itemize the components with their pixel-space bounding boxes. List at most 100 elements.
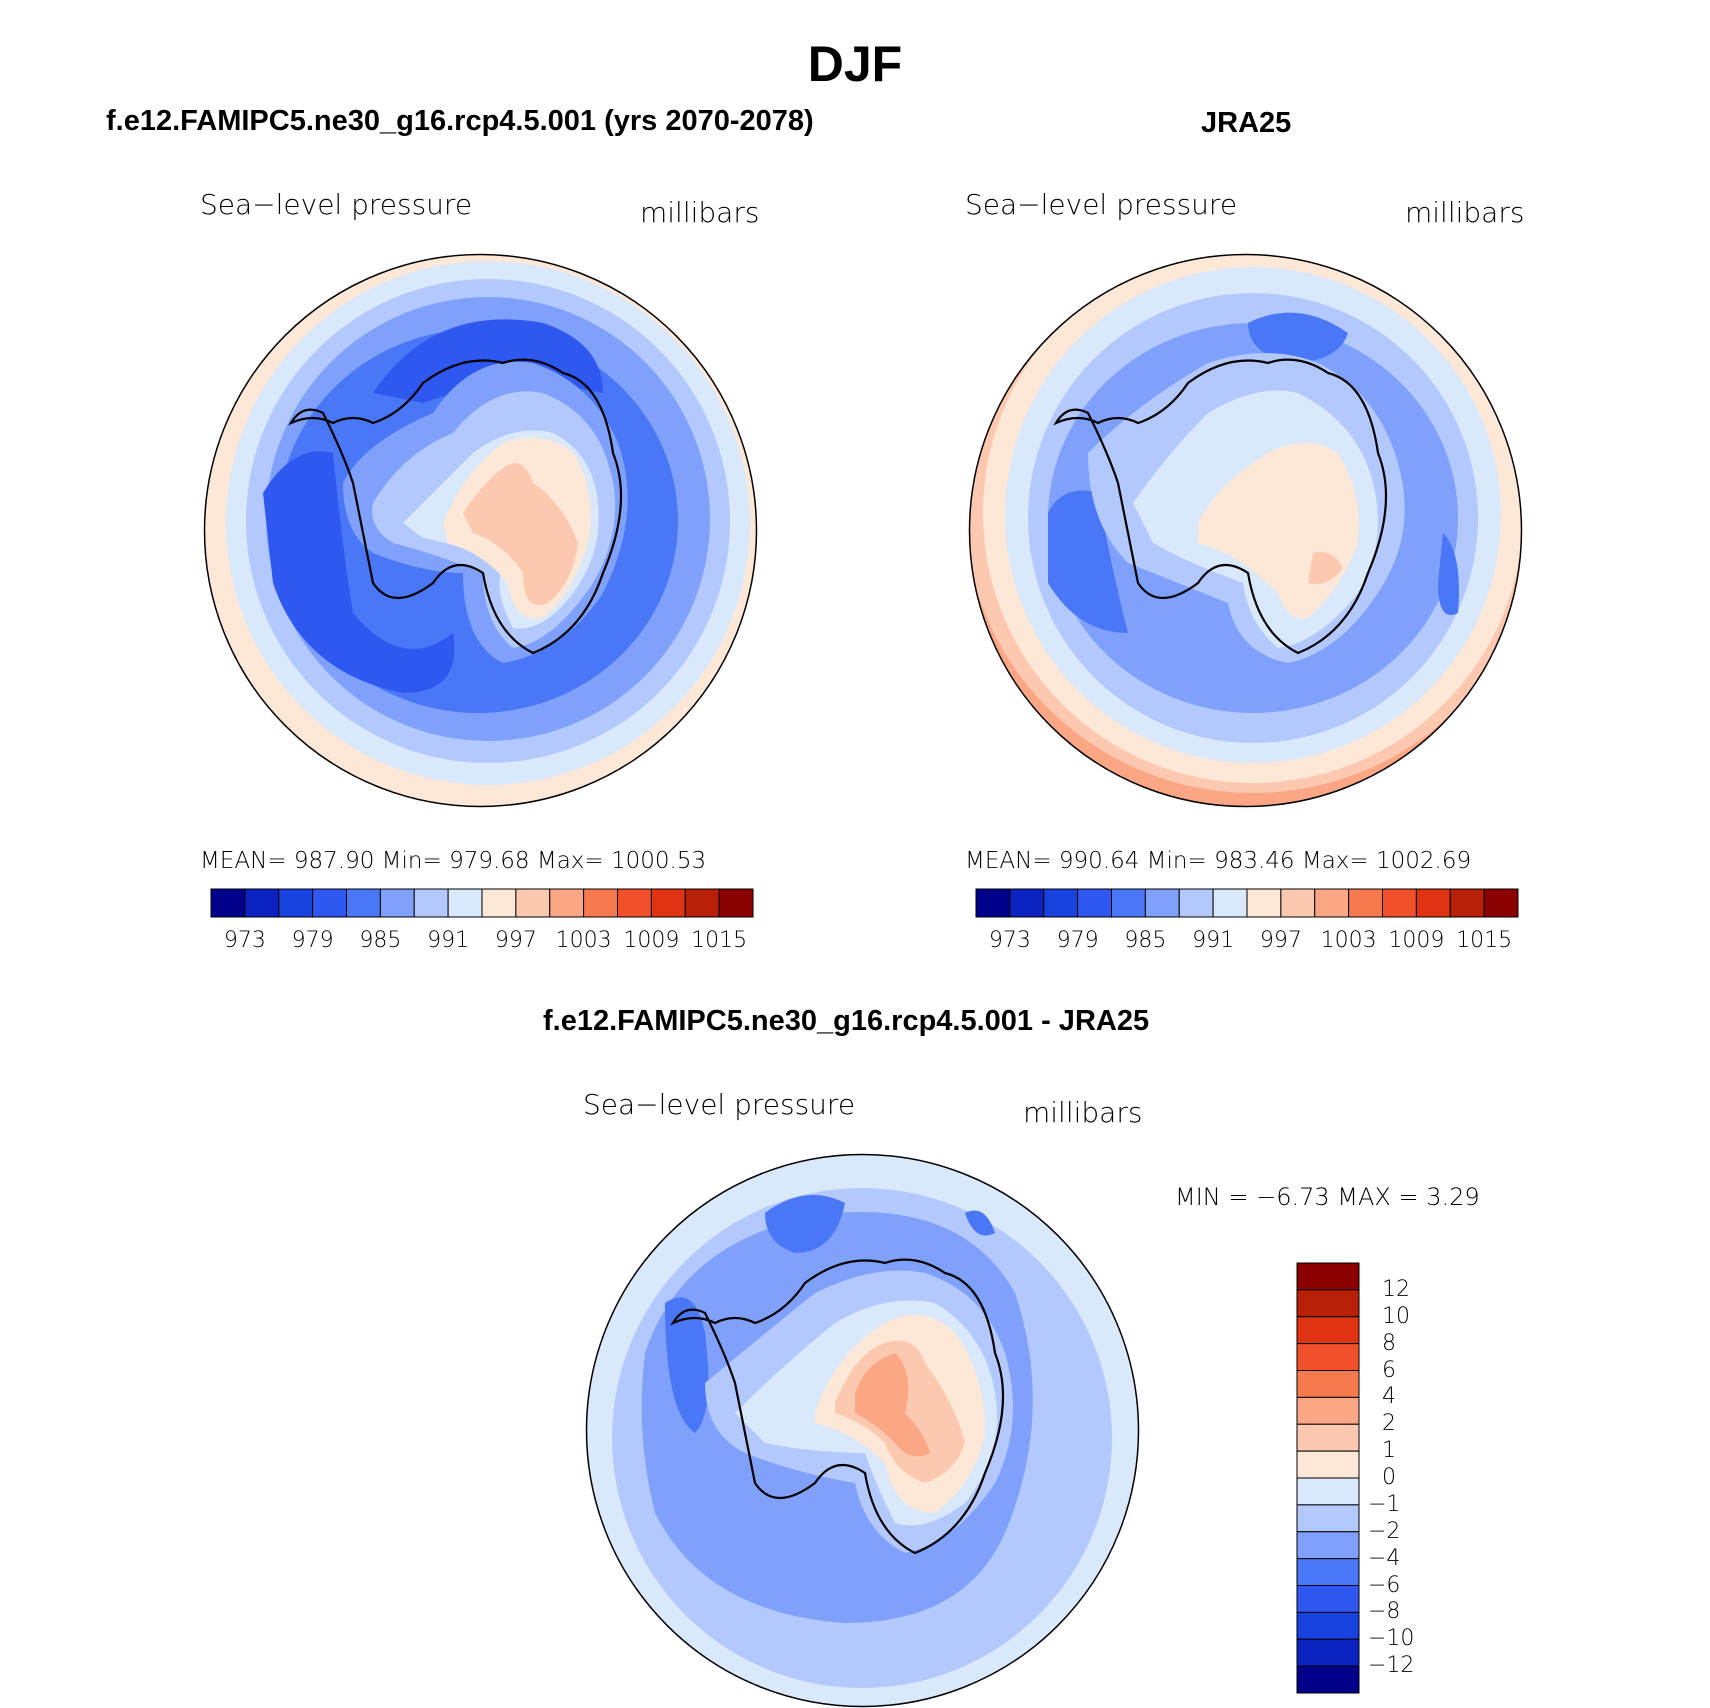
panel-3-colorbar-swatch [1296, 1370, 1360, 1398]
panel-3-tick: 4 [1382, 1384, 1396, 1410]
panel-3-tick: −6 [1368, 1572, 1401, 1598]
panel-3-polar-map [585, 1153, 1140, 1708]
panel-2-polar-map [968, 253, 1523, 808]
panel-1-variable-label: Sea−level pressure [200, 188, 473, 221]
panel-1-colorbar [210, 888, 754, 918]
panel-3-title: f.e12.FAMIPC5.ne30_g16.rcp4.5.001 - JRA2… [543, 1005, 1150, 1037]
panel-1-colorbar-swatch [346, 888, 381, 918]
panel-1-colorbar-swatch [481, 888, 517, 918]
panel-3-tick: 12 [1382, 1276, 1410, 1302]
panel-3-tick: −12 [1368, 1653, 1415, 1679]
panel-3-colorbar-swatch [1296, 1531, 1360, 1560]
panel-1-tick: 985 [359, 928, 402, 953]
panel-1-colorbar-swatch [549, 888, 585, 918]
panel-3-colorbar-swatch [1296, 1289, 1360, 1318]
panel-3-colorbar-swatch [1296, 1262, 1360, 1291]
panel-2-tick: 985 [1124, 928, 1167, 953]
panel-3-tick: −1 [1368, 1491, 1401, 1517]
panel-2-colorbar-swatch [1144, 888, 1180, 918]
panel-1-stats: MEAN= 987.90 Min= 979.68 Max= 1000.53 [200, 848, 707, 874]
panel-3-tick: −8 [1368, 1599, 1401, 1625]
panel-1-colorbar-swatch [515, 888, 551, 918]
panel-3-tick: 1 [1382, 1438, 1396, 1464]
panel-1-colorbar-swatch [684, 888, 720, 918]
panel-3-units-label: millibars [1023, 1096, 1143, 1129]
panel-3-stats: MIN = −6.73 MAX = 3.29 [1175, 1183, 1480, 1211]
panel-3-tick: 2 [1382, 1411, 1396, 1437]
panel-2-colorbar-swatch [975, 888, 1011, 918]
panel-2-colorbar-swatch [1280, 888, 1316, 918]
panel-2-tick: 1015 [1456, 928, 1513, 953]
panel-3-tick: 10 [1382, 1303, 1410, 1329]
panel-2-stats: MEAN= 990.64 Min= 983.46 Max= 1002.69 [965, 848, 1472, 874]
panel-2-colorbar-swatch [1483, 888, 1519, 918]
panel-3-colorbar [1296, 1262, 1360, 1694]
panel-1-tick: 1009 [623, 928, 680, 953]
panel-1-colorbar-swatch [650, 888, 686, 918]
panel-3-tick: 0 [1382, 1465, 1396, 1490]
panel-2-colorbar-swatch [1449, 888, 1485, 918]
panel-3-colorbar-swatch [1296, 1477, 1360, 1506]
panel-3-colorbar-swatch [1296, 1585, 1360, 1613]
panel-2-colorbar-ticks: 973 979 985 991 997 1003 1009 1015 [976, 928, 1518, 958]
panel-1-tick: 979 [291, 928, 334, 953]
panel-3-tick: −10 [1368, 1626, 1415, 1652]
panel-2-colorbar-swatch [1212, 888, 1248, 918]
panel-1-tick: 997 [494, 928, 537, 953]
panel-3-colorbar-swatch [1296, 1343, 1360, 1371]
panel-2-colorbar-swatch [1111, 888, 1146, 918]
panel-1-colorbar-swatch [210, 888, 246, 918]
panel-2-colorbar-swatch [1077, 888, 1112, 918]
panel-2-tick: 1003 [1320, 928, 1377, 953]
panel-1-tick: 973 [223, 928, 266, 953]
panel-2-colorbar-swatch [1348, 888, 1383, 918]
panel-1-colorbar-swatch [447, 888, 483, 918]
panel-1-colorbar-swatch [718, 888, 754, 918]
panel-3-colorbar-swatch [1296, 1316, 1360, 1345]
panel-1-tick: 1003 [555, 928, 612, 953]
panel-1-tick: 1015 [691, 928, 748, 953]
panel-2-title: JRA25 [1201, 107, 1292, 139]
panel-2-colorbar-swatch [1415, 888, 1451, 918]
panel-3-colorbar-swatch [1296, 1396, 1360, 1425]
panel-2-colorbar [975, 888, 1519, 918]
panel-2-colorbar-swatch [1314, 888, 1350, 918]
panel-2-colorbar-swatch [1382, 888, 1417, 918]
panel-2-variable-label: Sea−level pressure [965, 188, 1238, 221]
panel-1-title: f.e12.FAMIPC5.ne30_g16.rcp4.5.001 (yrs 2… [106, 105, 814, 137]
panel-2-tick: 973 [988, 928, 1031, 953]
panel-2-colorbar-swatch [1009, 888, 1045, 918]
panel-3-colorbar-ticks: 12 10 8 6 4 2 1 0 −1 −2 −4 −6 −8 −10 −12 [1368, 1263, 1488, 1693]
panel-1-polar-map [203, 253, 758, 808]
panel-1-units-label: millibars [640, 196, 760, 229]
panel-3-tick: −2 [1368, 1518, 1401, 1544]
panel-2-colorbar-swatch [1043, 888, 1079, 918]
panel-3-colorbar-swatch [1296, 1611, 1360, 1640]
panel-2-tick: 979 [1056, 928, 1099, 953]
panel-1-colorbar-swatch [583, 888, 618, 918]
main-title: DJF [807, 36, 903, 92]
panel-2-tick: 997 [1259, 928, 1302, 953]
panel-3-tick: 8 [1382, 1330, 1396, 1356]
panel-2-tick: 1009 [1388, 928, 1445, 953]
panel-3-colorbar-swatch [1296, 1665, 1360, 1694]
panel-1-colorbar-swatch [617, 888, 652, 918]
panel-2-colorbar-swatch [1246, 888, 1282, 918]
panel-1-colorbar-ticks: 973 979 985 991 997 1003 1009 1015 [211, 928, 753, 958]
panel-1-colorbar-swatch [312, 888, 347, 918]
panel-3-tick: −4 [1368, 1545, 1401, 1571]
panel-2-tick: 991 [1192, 928, 1235, 953]
panel-2-colorbar-swatch [1178, 888, 1214, 918]
panel-1-colorbar-swatch [278, 888, 314, 918]
panel-2-units-label: millibars [1405, 196, 1525, 229]
panel-3-colorbar-swatch [1296, 1423, 1360, 1452]
panel-3-colorbar-swatch [1296, 1638, 1360, 1667]
panel-1-colorbar-swatch [244, 888, 280, 918]
panel-3-colorbar-swatch [1296, 1558, 1360, 1586]
panel-3-colorbar-swatch [1296, 1450, 1360, 1479]
panel-1-colorbar-swatch [379, 888, 415, 918]
panel-3-colorbar-swatch [1296, 1504, 1360, 1533]
panel-3-tick: 6 [1382, 1357, 1396, 1383]
panel-1-colorbar-swatch [413, 888, 449, 918]
panel-1-tick: 991 [427, 928, 470, 953]
